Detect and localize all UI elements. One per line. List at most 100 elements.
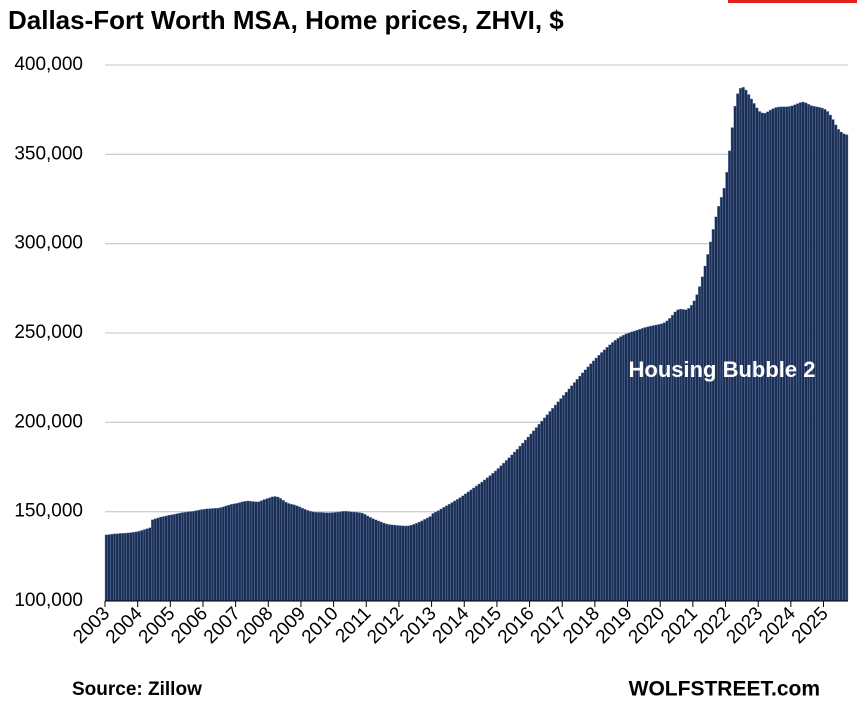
bar [374,519,378,602]
bar [529,433,533,602]
bar [172,513,176,602]
x-tick-label: 2007 [200,603,245,648]
bar [357,512,362,602]
bar [733,105,737,602]
bar [322,512,326,602]
bar [445,505,449,602]
bar [526,436,530,602]
bar [594,357,598,602]
bar [798,102,802,602]
x-tick-label: 2008 [233,603,278,648]
x-tick-label: 2010 [298,603,343,648]
x-tick-label: 2024 [755,603,800,648]
bar [298,506,302,602]
bar [567,388,571,602]
bar [208,508,212,602]
bar [273,496,277,602]
bar [586,366,590,602]
bar [823,109,827,602]
bar [815,106,819,602]
bar [281,500,285,602]
bar [738,88,743,602]
bar [423,519,427,602]
bar [210,508,215,602]
x-tick-label: 2017 [527,603,572,648]
bar [284,502,288,602]
bar [553,404,557,602]
bar [401,525,405,602]
bar [224,505,228,602]
bar [333,512,337,602]
x-tick-label: 2021 [657,603,702,648]
y-tick-label: 150,000 [14,501,83,522]
bar [458,497,462,602]
bar [379,521,383,602]
bar [747,94,751,602]
bar [311,511,315,602]
x-tick-label: 2018 [559,603,604,648]
bar [591,360,596,602]
bar [752,103,756,602]
bar [319,512,323,602]
bar [817,107,821,602]
bar [178,512,182,602]
x-tick-label: 2019 [592,603,637,648]
bar [205,508,209,602]
bar [771,108,775,602]
bar [148,527,152,602]
bar [123,532,127,602]
bar [621,334,626,602]
x-tick-label: 2004 [102,603,147,648]
bar [532,430,536,602]
bar [363,514,367,602]
bar [828,114,832,602]
bar [450,502,454,602]
bar [796,103,800,602]
bar [703,265,707,602]
bar [513,451,517,602]
bar [537,424,541,602]
bar [415,523,419,602]
bar [276,496,280,602]
bar [270,496,274,602]
x-tick-label: 2013 [396,603,441,648]
bar [543,417,547,602]
chart-title: Dallas-Fort Worth MSA, Home prices, ZHVI… [8,5,564,35]
bar [439,508,443,602]
bar [534,427,538,602]
bar [107,534,111,602]
x-tick-label: 2006 [167,603,212,648]
bar [845,134,849,602]
bar [741,87,745,602]
bar [287,503,291,602]
bar [200,509,204,602]
bar [140,530,144,602]
bar [368,517,372,602]
bar [295,505,299,602]
bar [230,504,234,602]
bar [259,500,264,602]
bar [602,349,606,602]
y-tick-label: 300,000 [14,233,83,254]
bar [434,511,438,602]
bar [605,347,609,602]
bar [404,525,408,602]
bar [572,382,577,602]
bar [303,509,307,602]
bar [700,276,704,602]
x-tick-label: 2016 [494,603,539,648]
bar [189,511,193,602]
bar [412,524,416,602]
bar [409,525,413,602]
bar [292,504,296,602]
y-tick-label: 100,000 [14,590,83,611]
bar [161,516,166,602]
bar [502,462,506,602]
bar [257,501,261,602]
bar [839,131,843,602]
bar [812,106,816,602]
bar [624,333,628,602]
bar [300,507,304,602]
bar [112,533,117,602]
